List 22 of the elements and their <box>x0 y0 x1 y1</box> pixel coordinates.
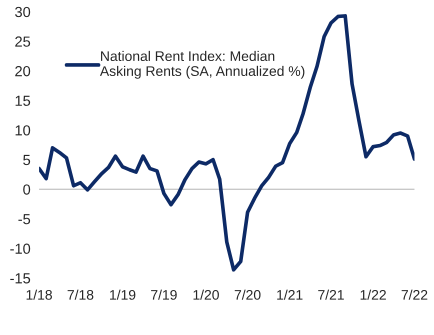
x-tick-label: 7/18 <box>68 290 94 300</box>
x-tick-label: 1/18 <box>26 290 52 300</box>
y-tick-label: 15 <box>16 96 30 106</box>
y-tick-label: 5 <box>23 154 30 166</box>
x-tick-label: 7/20 <box>234 290 261 300</box>
line-series <box>39 14 414 272</box>
legend-label: National Rent Index: Median Asking Rents (SA, Annualized %) <box>100 50 304 79</box>
y-tick-label: -10 <box>10 244 30 254</box>
y-tick-label: 10 <box>16 125 30 136</box>
x-tick-label: 7/22 <box>402 290 428 300</box>
x-tick-label: 7/19 <box>151 290 177 300</box>
y-tick-label: -5 <box>18 214 30 224</box>
x-tick-label: 7/21 <box>318 290 344 300</box>
y-tick-label: 25 <box>15 36 30 47</box>
y-tick-label: 0 <box>23 184 30 195</box>
x-tick-label: 1/22 <box>360 290 386 300</box>
y-tick-label: -15 <box>10 273 30 284</box>
x-tick-label: 1/19 <box>110 290 136 300</box>
x-tick-label: 1/20 <box>194 290 219 300</box>
x-tick-label: 1/21 <box>277 290 302 300</box>
y-tick-label: 30 <box>15 6 30 18</box>
y-tick-label: 20 <box>15 66 30 76</box>
